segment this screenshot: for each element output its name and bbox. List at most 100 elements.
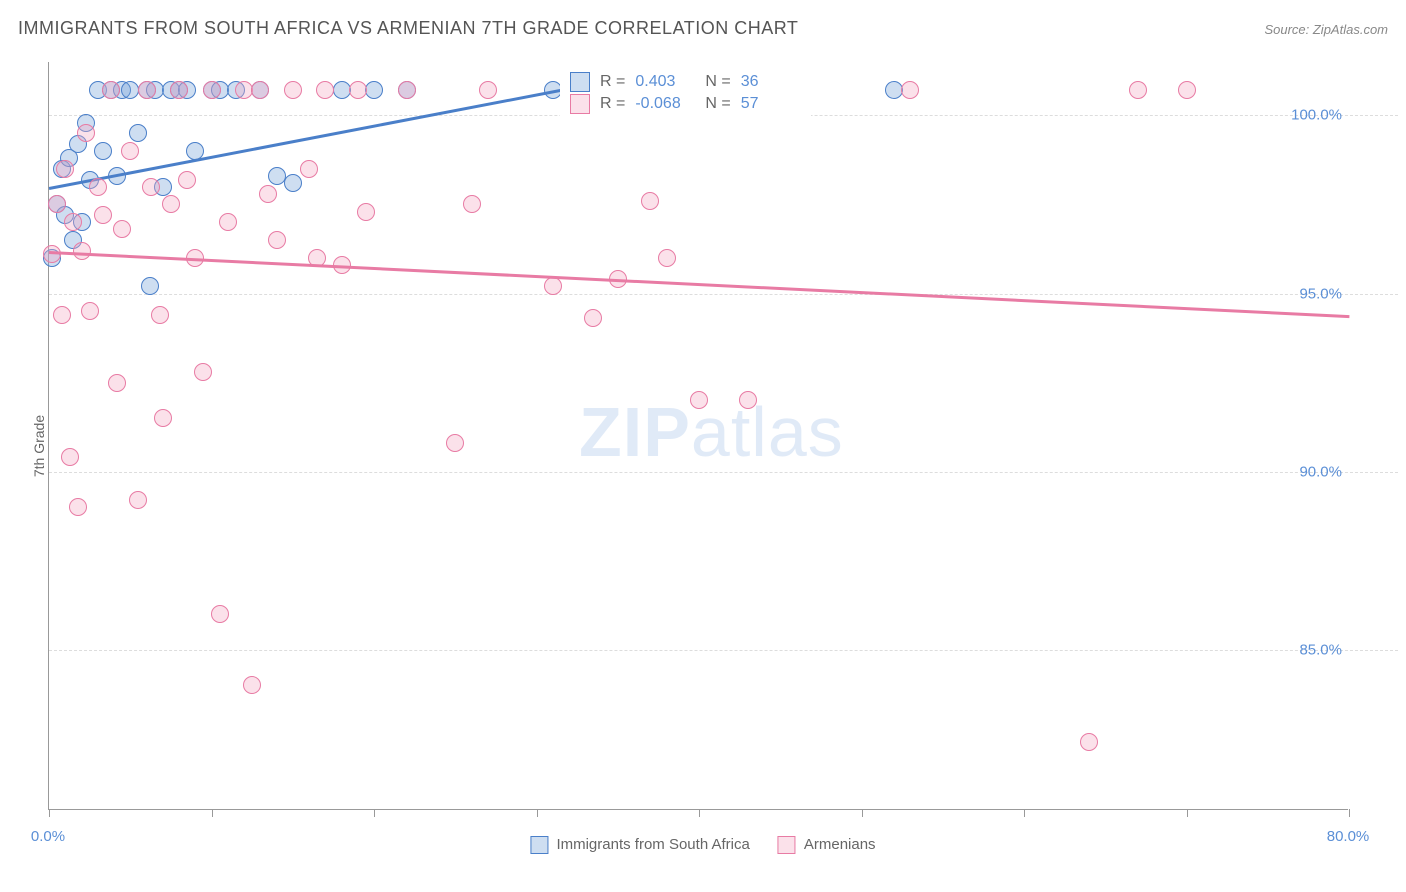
- scatter-point: [194, 363, 212, 381]
- x-tick: [49, 809, 50, 817]
- scatter-point: [901, 81, 919, 99]
- scatter-point: [102, 81, 120, 99]
- legend-label: Immigrants from South Africa: [556, 836, 749, 853]
- scatter-point: [357, 203, 375, 221]
- scatter-point: [584, 309, 602, 327]
- scatter-point: [398, 81, 416, 99]
- y-tick-label: 100.0%: [1291, 107, 1342, 124]
- scatter-point: [259, 185, 277, 203]
- scatter-point: [48, 195, 66, 213]
- scatter-point: [43, 245, 61, 263]
- scatter-point: [69, 498, 87, 516]
- plot-area: ZIPatlas 85.0%90.0%95.0%100.0%: [48, 62, 1348, 810]
- scatter-point: [243, 676, 261, 694]
- x-axis-legend: Immigrants from South Africa Armenians: [530, 836, 875, 854]
- scatter-point: [211, 605, 229, 623]
- r-label: R =: [600, 95, 625, 113]
- scatter-point: [1080, 733, 1098, 751]
- scatter-point: [690, 391, 708, 409]
- gridline: [49, 650, 1398, 651]
- scatter-point: [284, 174, 302, 192]
- stats-row: R = 0.403 N = 36: [570, 72, 801, 92]
- scatter-point: [641, 192, 659, 210]
- scatter-point: [77, 124, 95, 142]
- scatter-point: [300, 160, 318, 178]
- scatter-point: [108, 374, 126, 392]
- scatter-point: [1129, 81, 1147, 99]
- scatter-point: [94, 142, 112, 160]
- chart-title: IMMIGRANTS FROM SOUTH AFRICA VS ARMENIAN…: [18, 18, 798, 39]
- scatter-point: [56, 160, 74, 178]
- legend-swatch: [570, 94, 590, 114]
- scatter-point: [203, 81, 221, 99]
- scatter-point: [151, 306, 169, 324]
- scatter-point: [154, 409, 172, 427]
- x-tick: [1349, 809, 1350, 817]
- n-value: 57: [741, 95, 801, 113]
- scatter-point: [268, 231, 286, 249]
- scatter-point: [463, 195, 481, 213]
- watermark-zip: ZIP: [579, 393, 691, 471]
- scatter-point: [446, 434, 464, 452]
- legend-item: Armenians: [778, 836, 876, 854]
- scatter-point: [170, 81, 188, 99]
- scatter-point: [129, 124, 147, 142]
- scatter-point: [284, 81, 302, 99]
- x-tick-label: 0.0%: [31, 828, 65, 845]
- scatter-point: [129, 491, 147, 509]
- scatter-point: [142, 178, 160, 196]
- scatter-point: [94, 206, 112, 224]
- scatter-point: [365, 81, 383, 99]
- r-label: R =: [600, 73, 625, 91]
- scatter-point: [81, 302, 99, 320]
- correlation-stats-box: R = 0.403 N = 36 R = -0.068 N = 57: [560, 64, 811, 122]
- scatter-point: [113, 220, 131, 238]
- n-value: 36: [741, 73, 801, 91]
- legend-swatch: [530, 836, 548, 854]
- x-tick: [212, 809, 213, 817]
- scatter-point: [73, 242, 91, 260]
- trend-line: [49, 251, 1349, 318]
- scatter-point: [739, 391, 757, 409]
- legend-item: Immigrants from South Africa: [530, 836, 749, 854]
- scatter-point: [121, 142, 139, 160]
- scatter-point: [251, 81, 269, 99]
- legend-label: Armenians: [804, 836, 876, 853]
- x-tick-label: 80.0%: [1327, 828, 1370, 845]
- scatter-point: [61, 448, 79, 466]
- scatter-point: [1178, 81, 1196, 99]
- scatter-point: [219, 213, 237, 231]
- scatter-point: [141, 277, 159, 295]
- x-tick: [862, 809, 863, 817]
- n-label: N =: [705, 95, 730, 113]
- scatter-point: [544, 277, 562, 295]
- x-tick: [374, 809, 375, 817]
- x-tick: [1024, 809, 1025, 817]
- scatter-point: [64, 213, 82, 231]
- y-tick-label: 85.0%: [1299, 641, 1342, 658]
- scatter-point: [316, 81, 334, 99]
- x-tick: [1187, 809, 1188, 817]
- legend-swatch: [570, 72, 590, 92]
- r-value: 0.403: [635, 73, 695, 91]
- gridline: [49, 472, 1398, 473]
- scatter-point: [89, 178, 107, 196]
- n-label: N =: [705, 73, 730, 91]
- scatter-point: [349, 81, 367, 99]
- y-tick-label: 95.0%: [1299, 285, 1342, 302]
- gridline: [49, 294, 1398, 295]
- scatter-point: [162, 195, 180, 213]
- scatter-point: [138, 81, 156, 99]
- stats-row: R = -0.068 N = 57: [570, 94, 801, 114]
- watermark-atlas: atlas: [691, 393, 844, 471]
- watermark: ZIPatlas: [579, 392, 844, 472]
- scatter-point: [53, 306, 71, 324]
- x-tick: [537, 809, 538, 817]
- scatter-point: [178, 171, 196, 189]
- legend-swatch: [778, 836, 796, 854]
- scatter-point: [479, 81, 497, 99]
- r-value: -0.068: [635, 95, 695, 113]
- y-axis-label: 7th Grade: [31, 415, 47, 477]
- scatter-point: [658, 249, 676, 267]
- x-tick: [699, 809, 700, 817]
